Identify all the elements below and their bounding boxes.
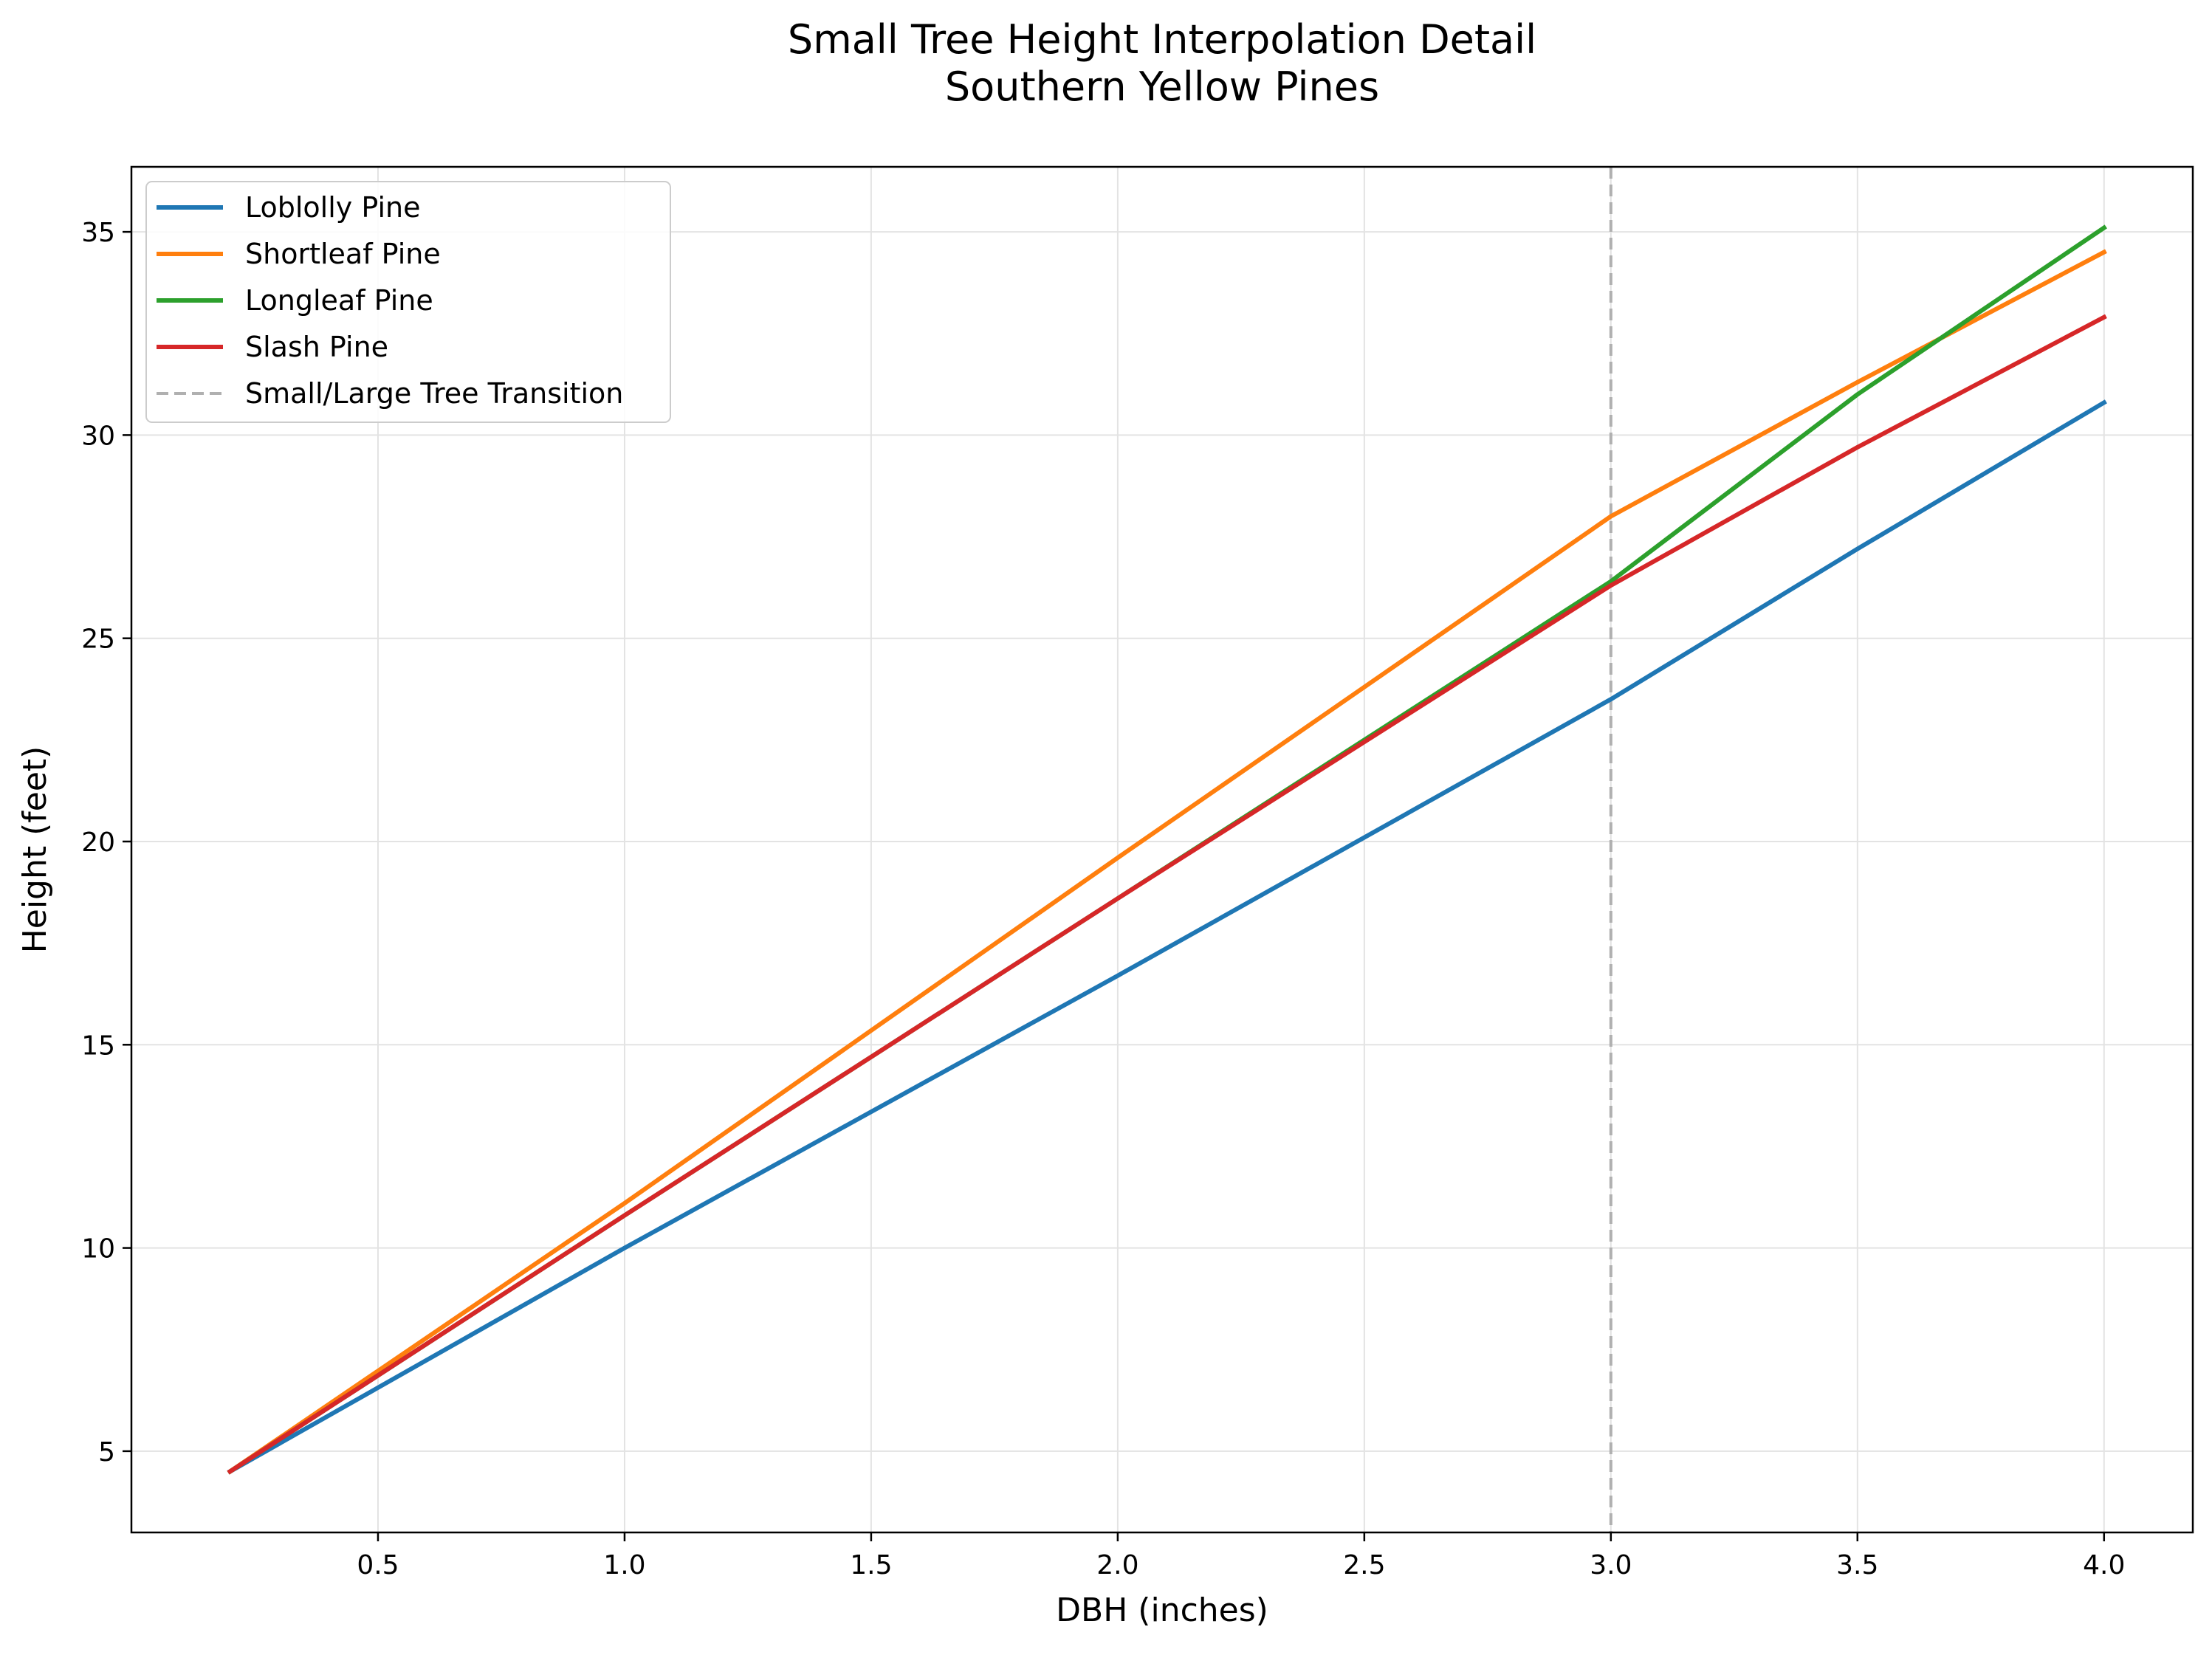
- series-line-slash-pine: [227, 314, 2107, 1475]
- y-tick-label: 5: [98, 1437, 115, 1468]
- x-tick-label: 1.5: [850, 1550, 892, 1580]
- series-line-loblolly-pine: [227, 399, 2107, 1475]
- legend-entries: Loblolly Pine Shortleaf Pine Longleaf Pine…: [157, 191, 623, 410]
- legend-label: Loblolly Pine: [245, 191, 420, 224]
- x-tick-label: 2.5: [1343, 1550, 1385, 1580]
- y-axis-label: Height (feet): [16, 746, 54, 954]
- x-tick-label: 1.0: [603, 1550, 645, 1580]
- y-tick-label: 15: [81, 1030, 115, 1061]
- x-tick-label: 2.0: [1096, 1550, 1138, 1580]
- y-tick-label: 25: [81, 625, 115, 655]
- legend-label: Longleaf Pine: [245, 284, 433, 317]
- legend-label: Small/Large Tree Transition: [245, 377, 623, 410]
- y-tick-label: 30: [81, 421, 115, 451]
- legend-box: [145, 181, 671, 423]
- legend: Loblolly Pine Shortleaf Pine Longleaf Pine…: [145, 181, 671, 423]
- x-tick-label: 0.5: [357, 1550, 399, 1580]
- y-tick-label: 10: [81, 1234, 115, 1265]
- chart-title: Small Tree Height Interpolation Detail: [788, 16, 1536, 63]
- x-axis-label: DBH (inches): [1056, 1592, 1268, 1629]
- legend-label: Slash Pine: [245, 331, 388, 363]
- x-tick-label: 4.0: [2083, 1550, 2125, 1580]
- series-layer: [227, 224, 2107, 1475]
- chart-subtitle: Southern Yellow Pines: [945, 63, 1379, 110]
- plot-frame: [130, 165, 2194, 1534]
- series-line-shortleaf-pine: [227, 249, 2107, 1475]
- x-axis-ticks: 0.5 1.0 1.5 2.0 2.5 3.0 3.5 4.0: [357, 1532, 2125, 1580]
- y-tick-label: 35: [81, 218, 115, 248]
- grid-layer: [131, 167, 2193, 1532]
- x-tick-label: 3.0: [1590, 1550, 1632, 1580]
- legend-label: Shortleaf Pine: [245, 238, 441, 270]
- y-tick-label: 20: [81, 828, 115, 858]
- y-axis-ticks: 5 10 15 20 25 30 35: [81, 218, 131, 1468]
- x-tick-label: 3.5: [1836, 1550, 1878, 1580]
